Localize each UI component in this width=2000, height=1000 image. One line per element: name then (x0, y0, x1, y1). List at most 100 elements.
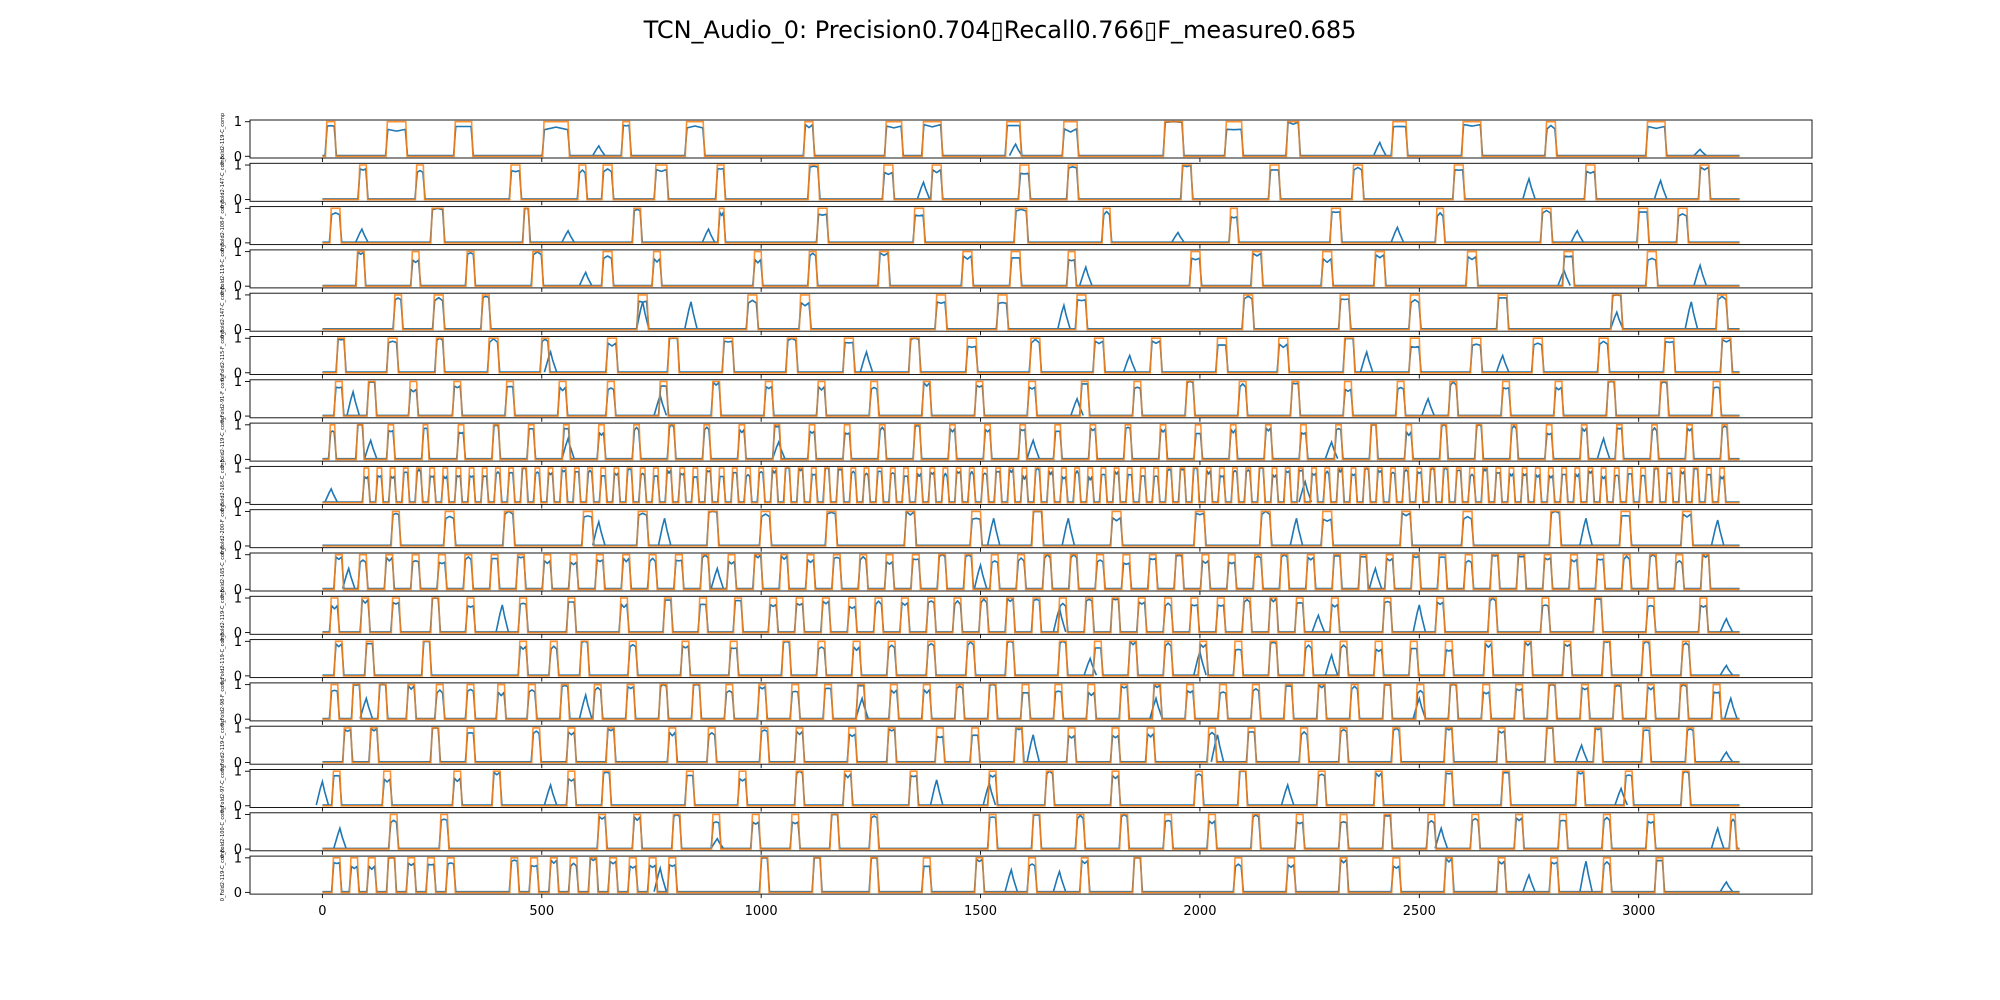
prediction-bump (1372, 140, 1387, 156)
y-tick-label: 1 (234, 548, 242, 563)
panel-frame (249, 162, 1813, 202)
y-tick-label: 0 (234, 323, 242, 338)
chart-title: TCN_Audio_0: Precision0.704▯Recall0.766▯… (643, 16, 1357, 44)
prediction-bump (1723, 695, 1738, 719)
panel-ylabel: 0_Fold2-165-C_comp (220, 459, 226, 511)
prediction-bump (543, 349, 558, 373)
prediction-bump (495, 604, 510, 633)
prediction-bump (1495, 353, 1510, 373)
ground-truth-line (322, 553, 1740, 591)
panel-ylabel: 0_Fold2-119-C_comp (220, 243, 226, 295)
y-tick-label: 1 (234, 245, 242, 260)
prediction-bump (1122, 353, 1137, 373)
panel-ylabel: 0_Fold2-147-C_comp (220, 286, 226, 338)
ground-truth-line (322, 683, 1740, 720)
y-tick-label: 1 (234, 375, 242, 390)
y-tick-label: 1 (234, 115, 242, 130)
prediction-bump (354, 227, 369, 243)
y-tick-label: 0 (234, 410, 242, 425)
x-tick-label: 2500 (1403, 904, 1436, 919)
prediction-bump (1412, 604, 1427, 633)
ground-truth-line (322, 597, 1740, 634)
prediction-bump (859, 349, 874, 373)
y-tick-label: 1 (234, 808, 242, 823)
y-tick-label: 1 (234, 635, 242, 650)
prediction-line (322, 770, 1740, 806)
y-tick-label: 0 (234, 236, 242, 251)
ground-truth-line (322, 510, 1740, 547)
panel-frame (249, 595, 1813, 635)
y-tick-label: 0 (234, 886, 242, 901)
panel-ylabel: 0_Fold2-119-C_comp (220, 719, 226, 771)
prediction-bump (1324, 652, 1339, 676)
panel-frame (249, 422, 1813, 462)
prediction-bump (1171, 230, 1185, 243)
prediction-bump (1052, 868, 1067, 892)
panel-ylabel: 0_Fold2-165-C_comp (220, 546, 226, 598)
y-tick-label: 0 (234, 453, 242, 468)
y-tick-label: 0 (234, 496, 242, 511)
ground-truth-line (322, 727, 1740, 764)
prediction-bump (1522, 176, 1536, 200)
ground-truth-line (322, 380, 1740, 417)
y-tick-label: 0 (234, 583, 242, 598)
y-tick-label: 0 (234, 366, 242, 381)
prediction-bump (1719, 880, 1734, 893)
panel-frame (249, 812, 1813, 852)
prediction-bump (1289, 518, 1304, 546)
panel-frame (249, 725, 1813, 765)
panel-ylabel: 0_Fold2-119-C_comp (220, 633, 226, 685)
y-tick-label: 0 (234, 799, 242, 814)
y-tick-label: 1 (234, 418, 242, 433)
prediction-bump (1026, 437, 1041, 459)
prediction-bump (561, 435, 575, 459)
ground-truth-line (322, 294, 1740, 331)
prediction-bump (635, 301, 650, 329)
panel-frame (249, 465, 1813, 505)
panel-ylabel: 0_Fold2-100-C_comp (220, 806, 226, 858)
prediction-bump (592, 144, 606, 157)
prediction-bump (1574, 742, 1589, 763)
prediction-bump (1684, 301, 1699, 329)
ground-truth-line (322, 467, 1740, 504)
prediction-line (322, 380, 1740, 417)
prediction-line (322, 120, 1740, 157)
y-tick-label: 0 (234, 713, 242, 728)
panel-frame (249, 855, 1813, 895)
panel-frame (249, 249, 1813, 289)
ground-truth-line (322, 424, 1740, 461)
y-tick-label: 0 (234, 193, 242, 208)
prediction-bump (916, 179, 931, 200)
ground-truth-line (322, 120, 1740, 158)
y-tick-label: 1 (234, 332, 242, 347)
panel-frame (249, 379, 1813, 419)
x-tick-label: 1000 (745, 904, 778, 919)
y-tick-label: 1 (234, 202, 242, 217)
y-tick-label: 1 (234, 288, 242, 303)
y-tick-label: 1 (234, 159, 242, 174)
prediction-bump (1693, 148, 1707, 157)
prediction-bump (1210, 734, 1225, 762)
y-tick-label: 0 (234, 626, 242, 641)
prediction-bump (543, 782, 558, 806)
prediction-bump (1693, 262, 1708, 286)
prediction-bump (1368, 565, 1383, 589)
prediction-bump (1004, 866, 1019, 892)
panel-frame (249, 292, 1813, 332)
prediction-bump (1008, 142, 1023, 157)
prediction-bump (333, 825, 347, 849)
prediction-line (322, 813, 1740, 850)
ground-truth-line (322, 770, 1740, 807)
prediction-bump (684, 301, 698, 329)
prediction-bump (1719, 750, 1734, 763)
panel-ylabel: 0_Fold2-97-C_comp (220, 764, 226, 813)
y-tick-label: 1 (234, 592, 242, 607)
y-tick-label: 0 (234, 843, 242, 858)
panel-frame (249, 509, 1813, 549)
prediction-line (322, 207, 1740, 243)
prediction-line (322, 510, 1740, 547)
panel-ylabel: 0_Fold2-119-C_comp (220, 849, 226, 901)
prediction-bump (1298, 479, 1313, 503)
prediction-bump (1653, 178, 1668, 200)
prediction-bump (363, 437, 378, 459)
